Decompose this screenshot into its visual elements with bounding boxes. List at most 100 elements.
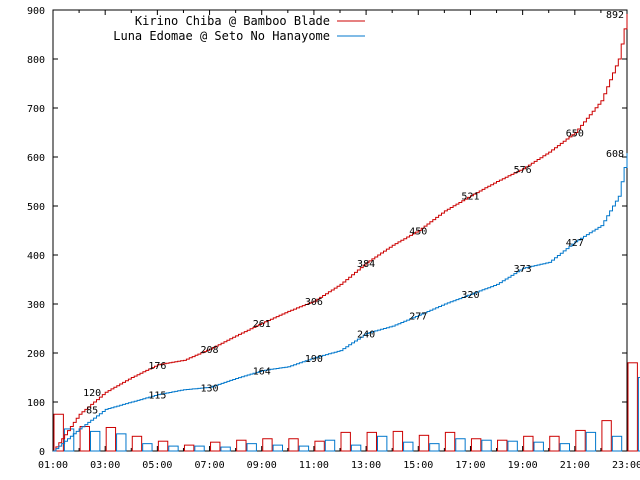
x-tick-label: 01:00: [38, 460, 68, 471]
data-label: 306: [305, 297, 323, 308]
y-tick-label: 800: [27, 55, 45, 66]
bar: [131, 435, 143, 452]
bar: [183, 444, 195, 452]
bar: [470, 438, 482, 452]
y-tick-label: 600: [27, 153, 45, 164]
data-label: 277: [409, 311, 427, 322]
y-tick-label: 900: [27, 6, 45, 17]
bar: [533, 441, 544, 452]
bar: [220, 446, 231, 452]
bar: [523, 435, 534, 452]
bar: [366, 431, 377, 452]
data-label: 240: [357, 329, 375, 340]
bar: [142, 443, 153, 452]
bar: [272, 444, 284, 452]
plot-frame: [52, 9, 628, 452]
bar: [288, 438, 299, 452]
y-tick-label: 500: [27, 202, 45, 213]
bar: [157, 440, 169, 452]
bar-layer: [53, 362, 640, 452]
y-tick-label: 300: [27, 300, 45, 311]
bar: [481, 439, 492, 452]
data-label: 892: [606, 10, 624, 21]
y-tick-label: 0: [39, 447, 45, 458]
series-line-2: [53, 153, 628, 452]
y-tick-label: 700: [27, 104, 45, 115]
bar: [559, 443, 571, 452]
bar: [350, 444, 362, 452]
bar: [611, 435, 623, 452]
y-tick-label: 400: [27, 251, 45, 262]
bar: [392, 430, 404, 452]
bar: [455, 438, 466, 452]
bar: [89, 430, 101, 452]
bar: [314, 440, 325, 452]
line-layer: [53, 13, 628, 452]
bar: [116, 433, 127, 452]
data-label: 120: [83, 388, 101, 399]
legend-label-series-2: Luna Edomae @ Seto No Hanayome: [113, 29, 330, 43]
bar: [79, 426, 90, 452]
bar: [105, 426, 117, 452]
bar: [53, 413, 64, 452]
bar: [585, 431, 597, 452]
bar: [262, 438, 273, 452]
data-label: 261: [253, 319, 271, 330]
bar: [601, 420, 612, 452]
bar: [298, 445, 310, 452]
data-label: 85: [86, 405, 98, 416]
y-axis: 0 100 200 300 400 500 600 700 800 900: [27, 6, 627, 458]
bar: [194, 445, 205, 452]
bar: [627, 362, 638, 452]
data-label: 650: [566, 129, 584, 140]
bar: [575, 429, 586, 452]
data-label: 164: [253, 367, 271, 378]
x-tick-label: 19:00: [508, 460, 538, 471]
data-label: 320: [461, 290, 479, 301]
bar: [497, 439, 508, 452]
x-tick-label: 23:00: [612, 460, 640, 471]
bar: [507, 440, 518, 452]
data-label: 130: [201, 383, 219, 394]
legend-label-series-1: Kirino Chiba @ Bamboo Blade: [135, 14, 330, 28]
series-line-1: [53, 13, 628, 452]
bar: [236, 439, 247, 452]
bar: [418, 434, 430, 452]
data-label: 521: [461, 192, 479, 203]
bar: [168, 445, 179, 452]
data-label: 373: [514, 264, 532, 275]
y-tick-label: 100: [27, 398, 45, 409]
x-tick-label: 11:00: [299, 460, 329, 471]
legend: Kirino Chiba @ Bamboo Blade Luna Edomae …: [113, 14, 365, 43]
data-label: 208: [201, 345, 219, 356]
data-label: 608: [606, 149, 624, 160]
x-tick-label: 15:00: [403, 460, 433, 471]
bar: [340, 431, 351, 452]
x-tick-label: 21:00: [560, 460, 590, 471]
bar: [549, 435, 560, 452]
x-tick-label: 05:00: [142, 460, 172, 471]
data-label: 190: [305, 354, 323, 365]
data-label: 384: [357, 259, 375, 270]
x-tick-label: 03:00: [90, 460, 120, 471]
bar: [376, 435, 388, 452]
data-label: 576: [514, 165, 532, 176]
annotation-layer: 120 176 208 261 306 384 450 521 576 650 892 85 115 13…: [83, 10, 624, 416]
bar: [324, 439, 336, 452]
x-tick-label: 17:00: [455, 460, 485, 471]
bar: [210, 441, 221, 452]
bar: [637, 377, 640, 452]
y-tick-label: 200: [27, 349, 45, 360]
bar: [403, 441, 414, 452]
bar: [246, 443, 257, 452]
bar: [429, 443, 440, 452]
data-label: 176: [148, 361, 166, 372]
data-label: 450: [409, 227, 427, 238]
data-label: 427: [566, 238, 584, 249]
x-tick-label: 09:00: [247, 460, 277, 471]
data-label: 115: [148, 391, 166, 402]
x-axis: 01:00 03:00 05:00 07:00 09:00 11:00 13:00 15:00…: [38, 10, 640, 471]
bar: [63, 428, 75, 452]
x-tick-label: 07:00: [194, 460, 224, 471]
